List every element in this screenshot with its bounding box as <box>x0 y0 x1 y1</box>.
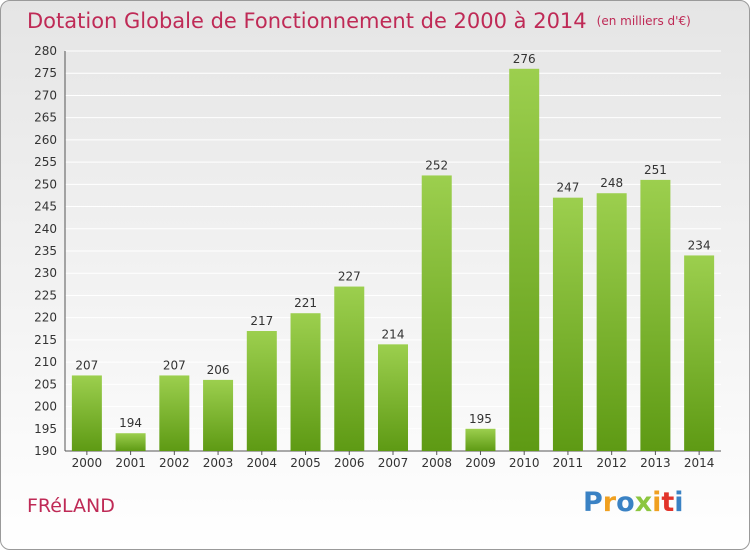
y-tick-label: 270 <box>34 88 57 102</box>
x-tick-label: 2004 <box>247 456 278 470</box>
bars <box>71 68 715 452</box>
bar-2000 <box>71 375 102 451</box>
x-tick-label: 2001 <box>115 456 146 470</box>
y-axis-ticks: 190 195 200 205 210 215 220 225 230 235 240 245 250 2… <box>34 44 57 458</box>
bar-2009 <box>465 428 496 451</box>
logo-letter: o <box>616 487 635 518</box>
logo-letter: x <box>634 487 653 518</box>
y-tick-label: 215 <box>34 333 57 347</box>
y-tick-label: 265 <box>34 111 57 125</box>
bar-2003 <box>203 379 234 451</box>
data-label-2008: 252 <box>425 158 448 172</box>
chart-title: Dotation Globale de Fonctionnement de 20… <box>27 9 691 33</box>
y-tick-label: 205 <box>34 377 57 391</box>
x-tick-label: 2007 <box>378 456 409 470</box>
bar-2007 <box>378 344 408 451</box>
y-tick-label: 280 <box>34 44 57 58</box>
data-label-2005: 221 <box>294 296 317 310</box>
data-label-2001: 194 <box>119 416 142 430</box>
logo-letter: P <box>583 487 603 518</box>
x-tick-label: 2006 <box>334 456 365 470</box>
x-tick-label: 2008 <box>421 456 452 470</box>
data-label-2010: 276 <box>513 52 536 66</box>
data-label-2012: 248 <box>600 176 623 190</box>
data-label-2004: 217 <box>250 314 273 328</box>
x-axis-ticks: 2000 2001 2002 2003 2004 2005 2006 2007 2008 2009… <box>72 451 715 470</box>
data-label-2006: 227 <box>338 270 361 284</box>
chart-subtitle: (en milliers d'€) <box>596 14 691 28</box>
bar-2001 <box>115 433 146 451</box>
bar-2005 <box>290 313 321 451</box>
data-label-2013: 251 <box>644 163 667 177</box>
data-label-2007: 214 <box>382 327 405 341</box>
data-label-2002: 207 <box>163 358 186 372</box>
data-label-2011: 247 <box>556 181 579 195</box>
y-tick-label: 235 <box>34 244 57 258</box>
y-tick-label: 250 <box>34 177 57 191</box>
bar-2008 <box>421 175 452 451</box>
x-tick-label: 2011 <box>553 456 584 470</box>
chart-title-text: Dotation Globale de Fonctionnement de 20… <box>27 9 587 33</box>
y-tick-label: 195 <box>34 422 57 436</box>
y-tick-label: 275 <box>34 66 57 80</box>
y-tick-label: 260 <box>34 133 57 147</box>
x-tick-label: 2009 <box>465 456 496 470</box>
commune-name: FRéLAND <box>27 495 115 517</box>
x-tick-label: 2003 <box>203 456 234 470</box>
bar-2011 <box>552 197 583 451</box>
x-tick-label: 2013 <box>640 456 671 470</box>
x-tick-label: 2012 <box>596 456 627 470</box>
x-tick-label: 2002 <box>159 456 190 470</box>
bar-2013 <box>640 179 671 451</box>
x-tick-label: 2005 <box>290 456 321 470</box>
y-tick-label: 230 <box>34 266 57 280</box>
bar-2004 <box>246 331 277 451</box>
y-tick-label: 210 <box>34 355 57 369</box>
data-labels: 207 194 207 206 217 221 227 214 252 195 276 247 248 2… <box>75 52 710 430</box>
bar-2010 <box>509 68 540 452</box>
y-tick-label: 220 <box>34 311 57 325</box>
x-tick-label: 2000 <box>72 456 103 470</box>
data-label-2014: 234 <box>688 238 711 252</box>
y-tick-label: 240 <box>34 222 57 236</box>
y-tick-label: 245 <box>34 200 57 214</box>
data-label-2000: 207 <box>75 358 98 372</box>
bar-2012 <box>596 193 627 451</box>
x-tick-label: 2010 <box>509 456 540 470</box>
logo-letter: i <box>652 487 662 518</box>
data-label-2003: 206 <box>207 363 230 377</box>
y-tick-label: 255 <box>34 155 57 169</box>
proxiti-logo[interactable]: Proxiti <box>583 487 684 518</box>
logo-letter: t <box>661 487 675 518</box>
y-tick-label: 200 <box>34 400 57 414</box>
y-tick-label: 190 <box>34 444 57 458</box>
y-tick-label: 225 <box>34 288 57 302</box>
bar-2006 <box>334 286 365 451</box>
data-label-2009: 195 <box>469 412 492 426</box>
bar-2002 <box>159 375 190 451</box>
logo-letter: r <box>602 487 617 518</box>
logo-letter: i <box>674 487 684 518</box>
x-tick-label: 2014 <box>684 456 715 470</box>
bar-2014 <box>684 255 715 451</box>
